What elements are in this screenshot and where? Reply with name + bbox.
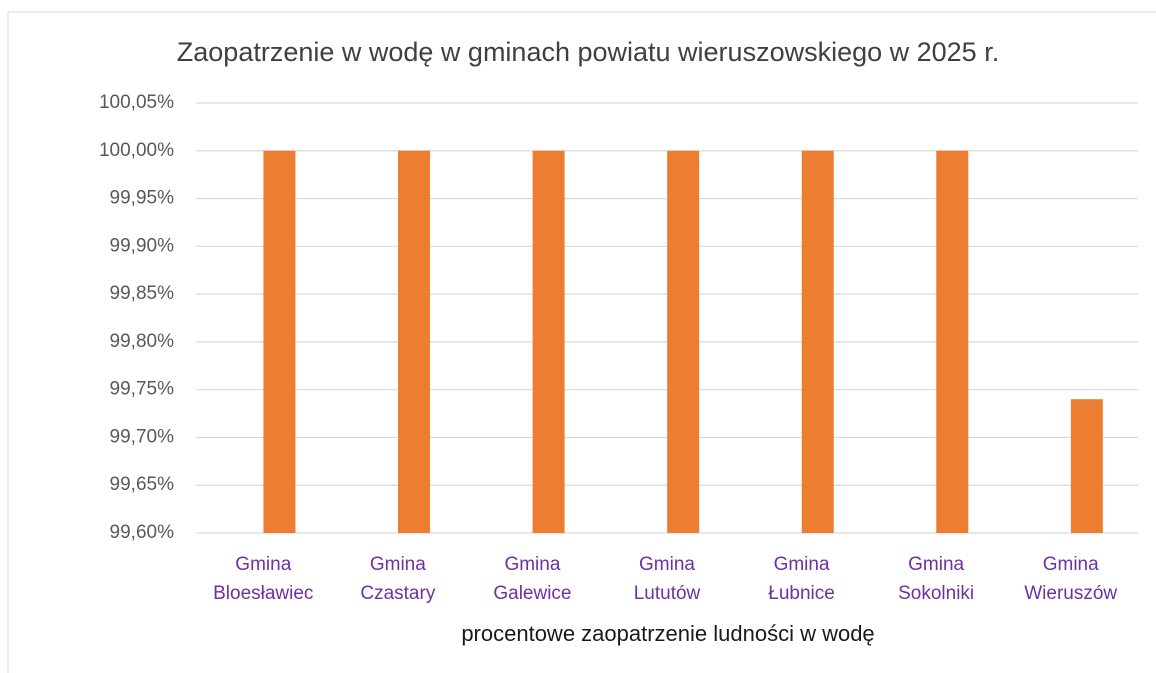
y-tick-label: 99,60% (110, 522, 175, 543)
x-tick-label: Gmina Galewice (493, 554, 571, 604)
chart-title: Zaopatrzenie w wodę w gminach powiatu wi… (177, 37, 999, 67)
bar (667, 150, 700, 533)
x-axis-label: procentowe zaopatrzenie ludności w wodę (461, 621, 874, 646)
bar (1070, 399, 1103, 533)
x-tick-label: Gmina Wieruszów (1024, 554, 1117, 604)
x-tick-label: Gmina Lututów (634, 554, 701, 604)
bar (936, 150, 969, 533)
y-tick-label: 99,90% (110, 235, 175, 256)
bar (801, 150, 834, 533)
y-tick-label: 100,00% (99, 140, 174, 161)
y-tick-label: 99,75% (110, 379, 175, 400)
chart-border (7, 11, 1156, 673)
x-tick-label: Gmina Łubnice (768, 554, 835, 604)
bar (263, 150, 296, 533)
x-tick-label: Gmina Bloesławiec (213, 554, 313, 604)
y-tick-label: 100,05% (99, 92, 174, 113)
x-tick-label: Gmina Sokolniki (898, 554, 974, 604)
y-tick-label: 99,80% (110, 331, 175, 352)
y-tick-label: 99,95% (110, 188, 175, 209)
y-tick-label: 99,85% (110, 283, 175, 304)
y-tick-label: 99,65% (110, 474, 175, 495)
bar (398, 150, 431, 533)
x-tick-label: Gmina Czastary (360, 554, 435, 604)
y-tick-label: 99,70% (110, 426, 175, 447)
bar (532, 150, 565, 533)
